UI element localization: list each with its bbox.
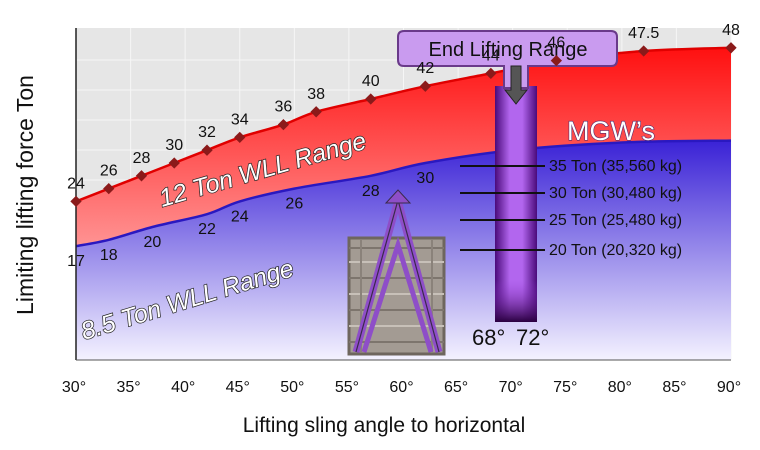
data-label: 26: [285, 196, 303, 213]
data-label: 24: [231, 208, 249, 225]
down-arrow-icon: [503, 65, 529, 105]
x-tick-label: 35°: [116, 379, 140, 396]
data-label: 46: [547, 35, 565, 52]
data-label: 28: [362, 183, 380, 200]
mgw-entry-35: 35 Ton (35,560 kg): [549, 158, 682, 175]
data-marker: [135, 170, 148, 182]
mgw-entry-20: 20 Ton (20,320 kg): [549, 242, 682, 259]
x-tick-label: 45°: [226, 379, 250, 396]
data-label: 26: [100, 163, 118, 180]
mgw-entry-30: 30 Ton (30,480 kg): [549, 185, 682, 202]
x-axis-label: Lifting sling angle to horizontal: [243, 414, 526, 437]
data-marker: [550, 54, 562, 67]
data-label: 32: [198, 124, 216, 141]
end-lifting-range: End Lifting Range 68° 72°: [397, 30, 618, 350]
x-tick-label: 75°: [553, 379, 577, 396]
8-5-ton-wll-line: [75, 139, 732, 248]
data-label: 18: [100, 247, 118, 264]
mgw-title: MGW’s: [567, 116, 655, 146]
data-label: 38: [307, 86, 325, 103]
mgw-entry-25: 25 Ton (25,480 kg): [549, 212, 682, 229]
data-label: 28: [133, 150, 151, 167]
x-tick-label: 55°: [335, 379, 359, 396]
data-label: 20: [144, 234, 162, 251]
x-tick-label: 30°: [62, 379, 86, 396]
data-label: 34: [231, 111, 249, 128]
data-label: 48: [722, 22, 740, 39]
x-tick-label: 90°: [717, 379, 741, 396]
x-tick-label: 65°: [444, 379, 468, 396]
range-start-label: 68°: [472, 325, 505, 350]
x-tick-label: 40°: [171, 379, 195, 396]
x-tick-label: 70°: [499, 379, 523, 396]
data-label: 36: [275, 99, 293, 116]
data-label: 47.5: [628, 25, 659, 42]
data-marker: [234, 131, 246, 144]
x-axis-ticks: 30° 35° 40° 45° 50° 55° 60° 65° 70° 75° 80° 85° 90°: [62, 379, 741, 396]
data-marker: [725, 42, 737, 54]
range-end-label: 72°: [516, 325, 549, 350]
data-marker: [638, 45, 650, 57]
data-label: 30: [416, 170, 434, 187]
data-label: 24: [67, 175, 85, 192]
data-label: 40: [362, 73, 380, 90]
data-labels: 24 26 28 30 32 34 36 38 40 42 44 46 47.5 48 17 18 20 22 24…: [67, 22, 740, 270]
data-label: 42: [416, 60, 434, 77]
callout-box: [397, 30, 618, 89]
y-axis-label: Limiting lifting force Ton: [12, 75, 38, 315]
callout-text: End Lifting Range: [428, 39, 587, 61]
mgw-legend: MGW’s 35 Ton (35,560 kg) 30 Ton (30,480 …: [460, 115, 682, 259]
data-label: 30: [165, 137, 183, 154]
container-illustration: [347, 189, 446, 356]
x-tick-label: 85°: [662, 379, 686, 396]
data-marker: [168, 157, 180, 169]
x-tick-label: 50°: [280, 379, 304, 396]
data-label: 22: [198, 221, 216, 238]
x-tick-label: 80°: [608, 379, 632, 396]
data-label: 44: [482, 47, 500, 64]
data-label: 17: [67, 253, 85, 270]
x-tick-label: 60°: [389, 379, 413, 396]
data-marker: [201, 144, 213, 156]
